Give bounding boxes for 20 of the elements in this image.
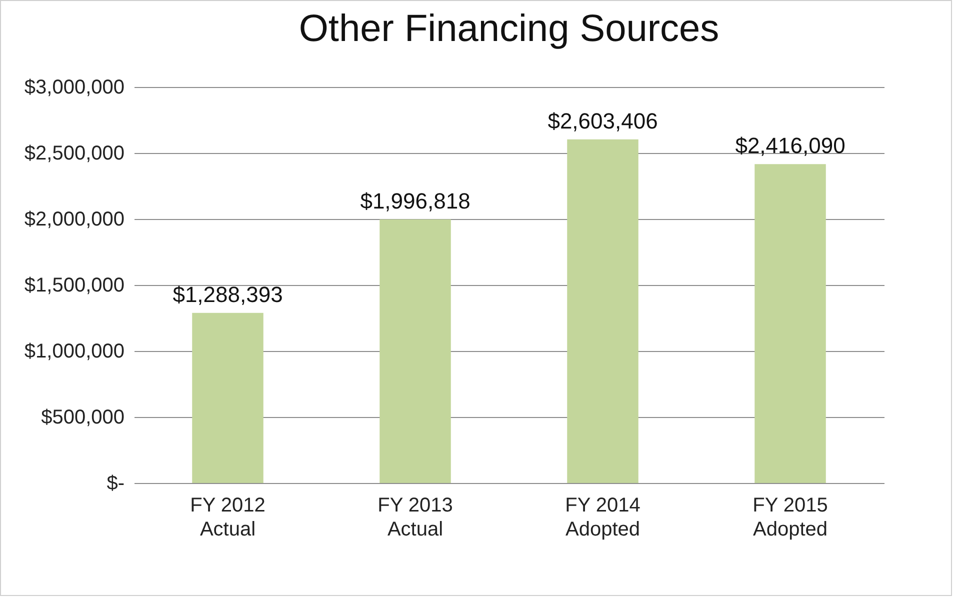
bar (192, 312, 264, 483)
y-tick-label: $2,500,000 (24, 142, 124, 164)
y-tick-label: $- (106, 472, 124, 494)
data-label: $1,288,393 (172, 282, 283, 307)
data-label: $2,603,406 (548, 108, 658, 134)
x-tick-label: FY 2012 Actual (190, 494, 266, 540)
y-tick-label: $1,000,000 (24, 340, 124, 362)
x-tick-label: FY 2013 Actual (378, 494, 453, 540)
y-tick-label: $1,500,000 (24, 274, 124, 296)
data-label: $1,996,818 (360, 188, 470, 214)
bar (567, 139, 638, 483)
bar (754, 164, 826, 483)
x-tick-label: FY 2014 Adopted (565, 494, 640, 540)
y-tick-label: $2,000,000 (24, 208, 124, 230)
data-label: $2,416,090 (735, 133, 846, 158)
bar (380, 219, 451, 483)
x-tick-label: FY 2015 Adopted (752, 494, 828, 540)
chart-title: Other Financing Sources (298, 8, 720, 50)
y-tick-label: $500,000 (41, 406, 124, 428)
y-tick-label: $3,000,000 (24, 76, 124, 98)
